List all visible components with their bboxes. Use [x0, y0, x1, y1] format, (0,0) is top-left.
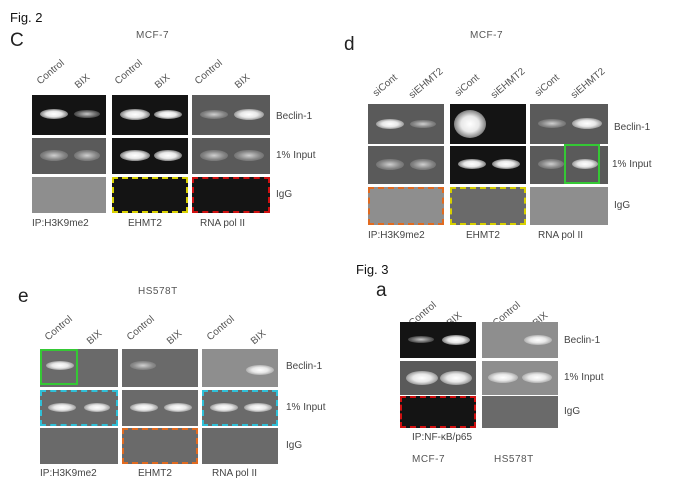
- lane-label: BIX: [248, 328, 269, 347]
- gel-blot: [112, 138, 188, 174]
- gel-blot-highlighted: [112, 177, 188, 213]
- lane-label: siCont: [452, 72, 482, 99]
- lane-label: Control: [112, 57, 145, 87]
- ip-label: EHMT2: [138, 468, 172, 479]
- row-label: IgG: [276, 189, 293, 200]
- ip-label: IP:H3K9me2: [368, 230, 425, 241]
- gel-blot: [32, 95, 106, 135]
- gel-blot: [530, 104, 608, 144]
- gel-blot: [450, 104, 526, 144]
- lane-label: Control: [124, 313, 157, 343]
- gel-blot: [400, 322, 476, 358]
- fig2-label: Fig. 2: [10, 10, 43, 25]
- row-label: IgG: [286, 440, 303, 451]
- lane-label: BIX: [164, 328, 185, 347]
- lane-label: siEHMT2: [568, 66, 608, 101]
- row-label: Beclin-1: [614, 122, 651, 133]
- lane-label: Control: [204, 313, 237, 343]
- ip-label: RNA pol II: [212, 468, 258, 479]
- gel-blot-highlighted: [400, 396, 476, 428]
- gel-blot: [40, 349, 118, 387]
- lane-label: Control: [42, 313, 75, 343]
- lane-label: siEHMT2: [488, 66, 528, 101]
- ip-label: IP:H3K9me2: [40, 468, 97, 479]
- lane-label: siEHMT2: [406, 66, 446, 101]
- row-label: 1% Input: [286, 402, 326, 413]
- gel-blot: [450, 146, 526, 184]
- panel-e-letter: e: [18, 286, 29, 307]
- panel-d-letter: d: [344, 34, 355, 55]
- lane-label: BIX: [72, 72, 93, 91]
- lane-label: BIX: [232, 72, 253, 91]
- gel-blot: [112, 95, 188, 135]
- gel-blot-highlighted: [450, 187, 526, 225]
- row-label: IgG: [614, 200, 631, 211]
- gel-blot-highlighted: [122, 428, 198, 464]
- ip-label: EHMT2: [466, 230, 500, 241]
- fig3-label: Fig. 3: [356, 262, 389, 277]
- panel-c-cell-line: MCF-7: [136, 30, 170, 41]
- ip-label: IP:NF-κB/p65: [412, 432, 473, 443]
- ip-label: RNA pol II: [538, 230, 584, 241]
- gel-blot: [400, 361, 476, 395]
- gel-blot: [32, 177, 106, 213]
- gel-blot: [482, 361, 558, 395]
- row-label: Beclin-1: [564, 335, 601, 346]
- ip-label: IP:H3K9me2: [32, 218, 89, 229]
- panel-a-letter: a: [376, 280, 387, 301]
- gel-blot: [368, 146, 444, 184]
- gel-blot: [482, 396, 558, 428]
- row-label: Beclin-1: [276, 111, 313, 122]
- gel-blot-highlighted: [192, 177, 270, 213]
- gel-blot: [122, 390, 198, 426]
- highlight-box-green: [40, 349, 78, 385]
- cell-line-label: HS578T: [494, 454, 534, 465]
- panel-e-cell-line: HS578T: [138, 286, 178, 297]
- gel-blot: [530, 146, 608, 184]
- gel-blot: [202, 349, 278, 387]
- gel-blot: [368, 104, 444, 144]
- lane-label: Control: [34, 57, 67, 87]
- gel-blot: [202, 428, 278, 464]
- ip-label: RNA pol II: [200, 218, 246, 229]
- row-label: IgG: [564, 406, 581, 417]
- panel-d-cell-line: MCF-7: [470, 30, 504, 41]
- row-label: 1% Input: [564, 372, 604, 383]
- gel-blot: [192, 95, 270, 135]
- gel-blot: [482, 322, 558, 358]
- gel-blot: [40, 428, 118, 464]
- row-label: 1% Input: [612, 159, 652, 170]
- gel-blot: [530, 187, 608, 225]
- lane-label: BIX: [152, 72, 173, 91]
- row-label: 1% Input: [276, 150, 316, 161]
- gel-blot-highlighted: [40, 390, 118, 426]
- lane-label: siCont: [532, 72, 562, 99]
- gel-blot: [32, 138, 106, 174]
- highlight-box-green: [564, 144, 600, 184]
- panel-c-letter: C: [10, 30, 24, 51]
- gel-blot-highlighted: [368, 187, 444, 225]
- gel-blot: [122, 349, 198, 387]
- gel-blot-highlighted: [202, 390, 278, 426]
- lane-label: Control: [192, 57, 225, 87]
- cell-line-label: MCF-7: [412, 454, 446, 465]
- lane-label: siCont: [370, 72, 400, 99]
- lane-label: BIX: [84, 328, 105, 347]
- gel-blot: [192, 138, 270, 174]
- ip-label: EHMT2: [128, 218, 162, 229]
- row-label: Beclin-1: [286, 361, 323, 372]
